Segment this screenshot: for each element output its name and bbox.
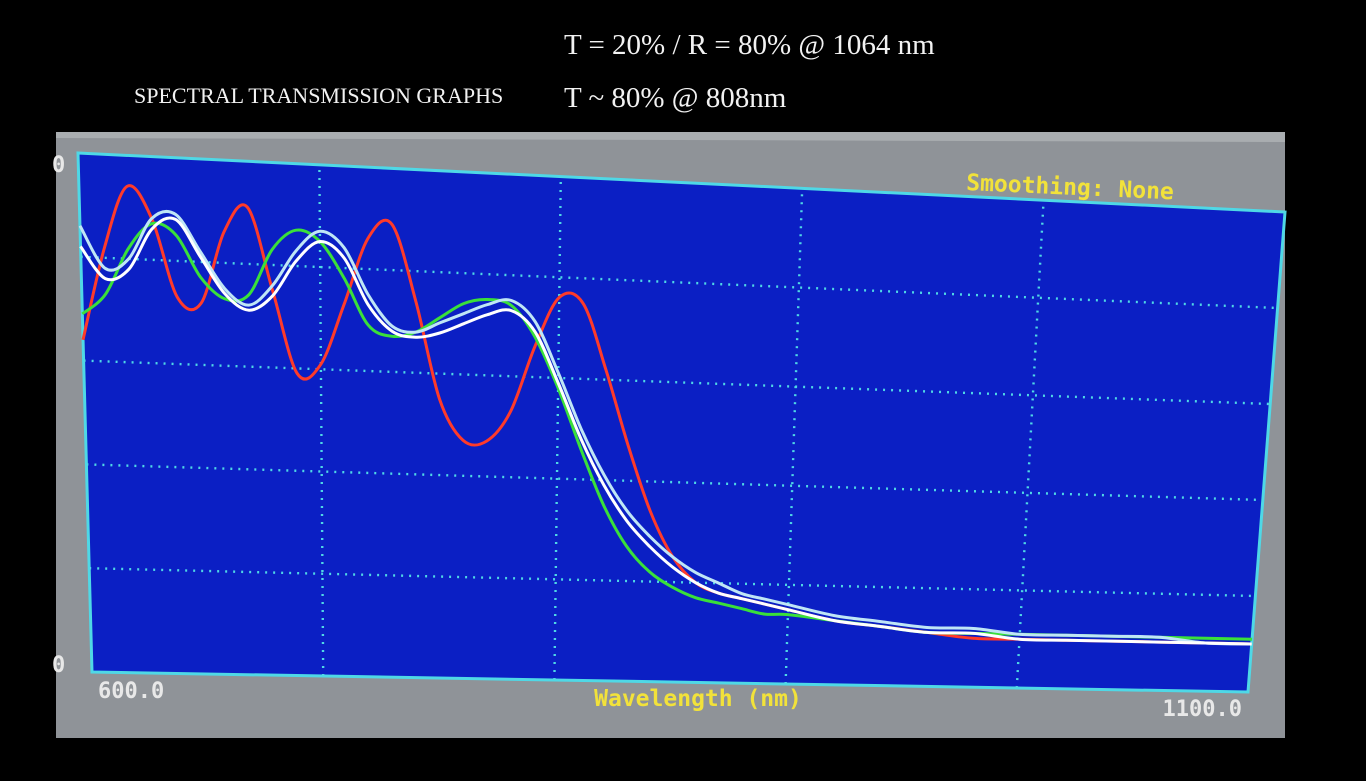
series-line-3	[78, 209, 1252, 646]
x-tick-label-max: 1100.0	[1163, 697, 1242, 722]
y-tick-label-top: 0	[52, 153, 65, 178]
page-title: SPECTRAL TRANSMISSION GRAPHS	[134, 83, 504, 108]
grid-line-vertical	[1015, 200, 1045, 689]
plot-area	[76, 151, 1287, 694]
plot-grid	[80, 164, 1278, 689]
spec-line-transmission: T ~ 80% @ 808nm	[564, 82, 787, 114]
grid-line-horizontal	[83, 359, 1271, 406]
x-axis-label: Wavelength (nm)	[594, 686, 802, 712]
y-tick-label-bottom: 0	[52, 653, 65, 678]
series-layer	[78, 184, 1253, 646]
spec-line-reflectance: T = 20% / R = 80% @ 1064 nm	[564, 29, 935, 61]
series-line-4	[79, 216, 1252, 646]
x-tick-label-min: 600.0	[98, 679, 164, 704]
